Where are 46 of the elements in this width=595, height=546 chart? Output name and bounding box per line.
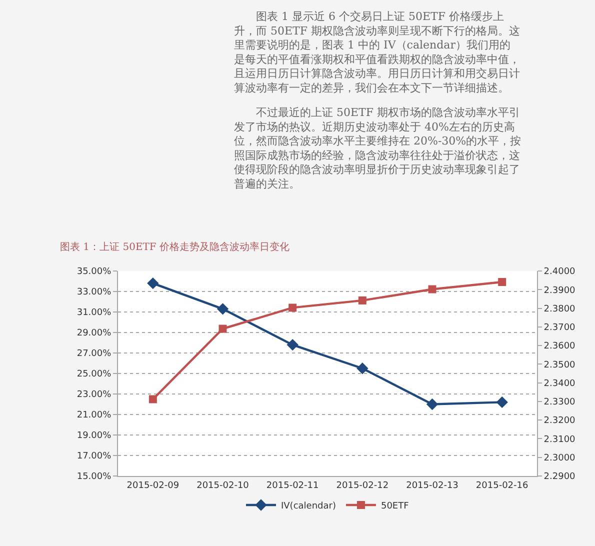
y2-tick-label: 2.3900 [544, 286, 576, 296]
x-tick-label: 2015-02-11 [266, 480, 319, 491]
point [358, 296, 366, 304]
point [356, 362, 368, 374]
point [426, 398, 438, 410]
y-tick-label: 23.00% [76, 390, 112, 400]
y-tick-label: 19.00% [76, 431, 112, 442]
point [288, 304, 297, 312]
y2-tick-label: 2.3600 [544, 342, 576, 352]
legend-label: IV(calendar) [281, 502, 336, 512]
y2-tick-label: 2.3400 [544, 378, 576, 389]
y-tick-label: 33.00% [76, 288, 112, 298]
x-tick-label: 2015-02-12 [336, 480, 389, 491]
text: 不过最近的上证 50ETF 期权市场的隐含波动率水平引发了市场的热议。近期历史波动率处于 40%左右的历史高位，然而隐含波动率水平主要维持在 20%-30%的水平，按照国际成熟市场的经验，隐含波动率往往处于溢价状态，这使得现阶段的隐含波动率明显折价于历史波动率现象引起了普遍的关注。 [234, 106, 522, 190]
y2-tick-label: 2.3300 [544, 398, 576, 408]
x-tick-label: 2015-02-13 [406, 480, 458, 491]
chart-title: 图表 1：上证 50ETF 价格走势及隐含波动率日变化 [60, 241, 290, 253]
y2-tick-label: 2.2900 [544, 472, 576, 482]
point [286, 338, 298, 351]
y2-tick-label: 2.3800 [544, 304, 576, 314]
x-tick-label: 2015-02-10 [196, 480, 250, 491]
y-tick-label: 15.00% [76, 472, 112, 482]
y2-tick-label: 2.3200 [544, 416, 576, 426]
y-tick-label: 17.00% [76, 452, 112, 462]
y2-tick-label: 2.3500 [544, 360, 576, 370]
y-tick-label: 35.00% [76, 267, 112, 278]
point [216, 303, 229, 315]
point [496, 396, 508, 408]
point [148, 395, 157, 404]
y2-tick-label: 2.4000 [544, 267, 576, 278]
y-tick-label: 21.00% [76, 410, 112, 421]
x-tick-label: 2015-02-16 [476, 480, 528, 491]
y2-tick-label: 2.3100 [544, 434, 576, 445]
legend-label: 50ETF [380, 502, 409, 512]
point [147, 277, 159, 290]
y-tick-label: 29.00% [76, 328, 112, 339]
y-tick-label: 27.00% [76, 349, 112, 360]
point [218, 324, 227, 333]
x-tick-label: 2015-02-09 [126, 480, 180, 491]
point [498, 278, 506, 286]
y-tick-label: 31.00% [76, 308, 112, 318]
y-tick-label: 25.00% [76, 370, 112, 380]
y2-tick-label: 2.3700 [544, 323, 576, 334]
text: 图表 1 显示近 6 个交易日上证 50ETF 价格缓步上升，而 50ETF 期权隐含波动率则呈现不断下行的格局。这里需要说明的是，图表 1 中的 IV（calendar）我们用的是每天的平值看涨期权和平值看跌期权的隐含波动率中值，且运用日历日计算隐含波动率。用日历日计算和用交易日计算波动率有一定的差异，我们会在本文下一节详细描述。 [234, 10, 520, 94]
y2-tick-label: 2.3000 [544, 454, 576, 464]
point [428, 285, 436, 294]
